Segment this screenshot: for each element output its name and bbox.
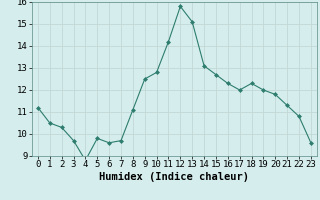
X-axis label: Humidex (Indice chaleur): Humidex (Indice chaleur) xyxy=(100,172,249,182)
